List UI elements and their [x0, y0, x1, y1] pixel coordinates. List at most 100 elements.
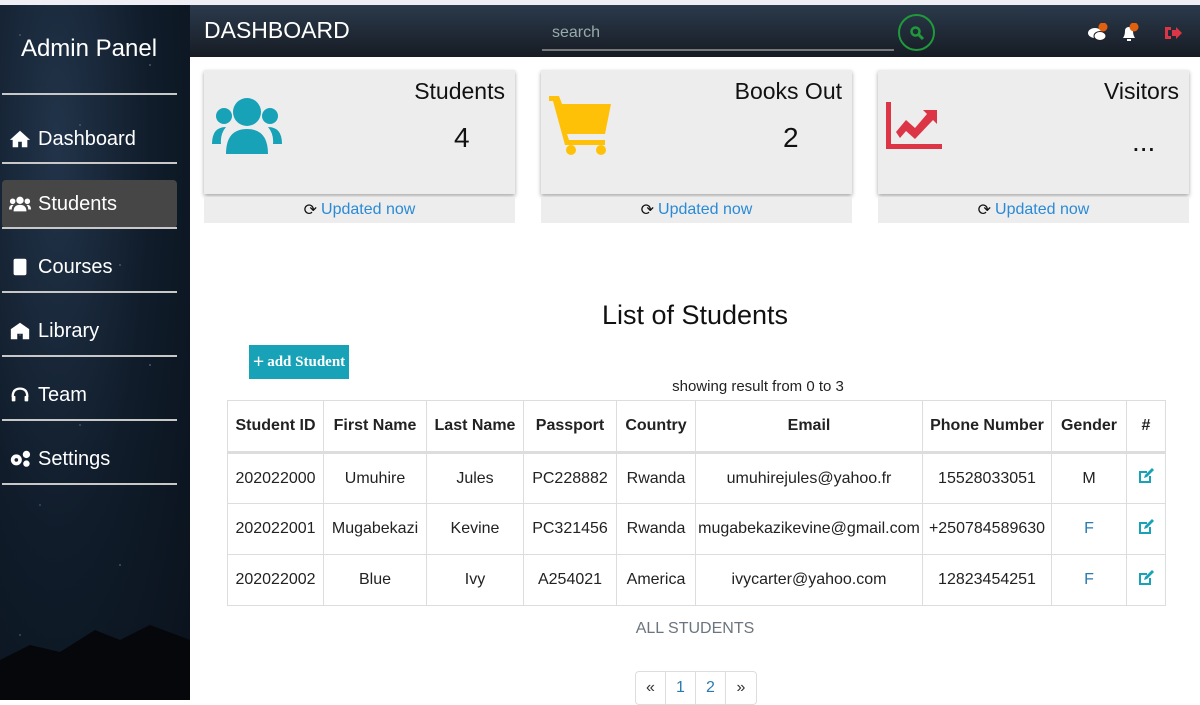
sidebar-item-label: Settings — [38, 447, 111, 470]
table-row: 202022000 Umuhire Jules PC228882 Rwanda umuhi… — [227, 452, 1166, 504]
updated-status[interactable]: ⟳ Updated now — [878, 197, 1189, 223]
users-icon — [9, 196, 31, 212]
card-value: 4 — [454, 122, 470, 153]
next-page-button[interactable]: » — [736, 679, 746, 696]
updated-status[interactable]: ⟳ Updated now — [204, 197, 515, 223]
cart-icon — [549, 96, 611, 155]
divider — [2, 227, 177, 229]
divider — [2, 355, 177, 357]
card-label: Books Out — [734, 78, 842, 104]
divider — [2, 291, 177, 293]
sidebar-item-label: Dashboard — [38, 127, 136, 150]
page-2-button[interactable]: 2 — [696, 672, 726, 704]
library-icon — [10, 322, 30, 340]
window-top-strip — [0, 0, 1200, 5]
page-1-button[interactable]: 1 — [666, 672, 696, 704]
refresh-icon: ⟳ — [640, 202, 655, 219]
divider — [2, 483, 177, 485]
sidebar-item-courses[interactable]: Courses — [2, 243, 177, 291]
column-header: Last Name — [426, 400, 524, 454]
divider — [2, 93, 177, 95]
edit-icon[interactable] — [1137, 569, 1155, 587]
column-header: First Name — [323, 400, 427, 454]
chart-line-icon — [886, 102, 942, 149]
starry-background — [0, 5, 190, 700]
cogs-icon — [10, 450, 31, 467]
cell-first-name: Blue — [323, 554, 427, 606]
search-icon — [909, 25, 924, 40]
column-header: Gender — [1051, 400, 1127, 454]
cell-student-id: 202022001 — [227, 503, 324, 555]
updated-status[interactable]: ⟳ Updated now — [541, 197, 852, 223]
cell-student-id: 202022000 — [227, 452, 324, 504]
cell-phone-number: 15528033051 — [922, 452, 1052, 504]
edit-cell — [1126, 554, 1166, 606]
edit-cell — [1126, 452, 1166, 504]
mountain-silhouette — [0, 625, 190, 700]
chat-icon[interactable] — [1087, 23, 1109, 43]
add-student-button[interactable]: + add Student — [249, 345, 349, 379]
sidebar: Admin Panel Dashboard Students Courses L… — [0, 5, 190, 700]
stat-card-students: Students 4 — [204, 70, 515, 194]
section-heading: List of Students — [601, 300, 789, 330]
home-icon — [9, 130, 31, 148]
updated-text: Updated now — [995, 201, 1090, 218]
cell-gender: M — [1051, 452, 1127, 504]
all-students-link[interactable]: ALL STUDENTS — [635, 620, 755, 637]
cell-first-name: Mugabekazi — [323, 503, 427, 555]
edit-cell — [1126, 503, 1166, 555]
sidebar-item-settings[interactable]: Settings — [2, 435, 177, 483]
logout-icon[interactable] — [1164, 25, 1182, 41]
cell-last-name: Kevine — [426, 503, 524, 555]
search-input[interactable] — [542, 17, 894, 51]
column-header: Email — [695, 400, 923, 454]
add-student-label: add Student — [267, 353, 346, 370]
cell-last-name: Ivy — [426, 554, 524, 606]
edit-icon[interactable] — [1137, 518, 1155, 536]
cell-email: umuhirejules@yahoo.fr — [695, 452, 923, 504]
cell-passport: PC321456 — [523, 503, 617, 555]
updated-text: Updated now — [321, 201, 416, 218]
column-header: Student ID — [227, 400, 324, 454]
cell-gender: F — [1051, 554, 1127, 606]
sidebar-item-label: Team — [38, 383, 87, 406]
sidebar-item-team[interactable]: Team — [2, 371, 177, 419]
cell-last-name: Jules — [426, 452, 524, 504]
edit-icon[interactable] — [1137, 467, 1155, 485]
sidebar-item-students[interactable]: Students — [2, 180, 177, 228]
cell-phone-number: +250784589630 — [922, 503, 1052, 555]
updated-text: Updated now — [658, 201, 753, 218]
plus-icon: + — [252, 350, 265, 373]
card-value: 2 — [783, 122, 799, 153]
bell-icon[interactable] — [1119, 23, 1139, 43]
top-bar: DASHBOARD — [190, 5, 1200, 57]
brand-title: Admin Panel — [20, 35, 158, 62]
cell-email: ivycarter@yahoo.com — [695, 554, 923, 606]
sidebar-item-label: Courses — [38, 255, 113, 278]
book-icon — [13, 258, 27, 276]
cell-country: Rwanda — [616, 452, 696, 504]
users-icon — [212, 98, 282, 154]
table-row: 202022001 Mugabekazi Kevine PC321456 Rwanda m… — [227, 503, 1166, 555]
cell-country: America — [616, 554, 696, 606]
table-row: 202022002 Blue Ivy A254021 America ivycarter@… — [227, 554, 1166, 606]
refresh-icon: ⟳ — [303, 202, 318, 219]
cell-student-id: 202022002 — [227, 554, 324, 606]
cell-gender: F — [1051, 503, 1127, 555]
divider — [2, 419, 177, 421]
sidebar-item-dashboard[interactable]: Dashboard — [2, 115, 177, 163]
prev-page-button[interactable]: « — [636, 672, 666, 704]
cell-email: mugabekazikevine@gmail.com — [695, 503, 923, 555]
card-value: ... — [1132, 126, 1156, 157]
headset-icon — [11, 387, 29, 402]
divider — [2, 162, 177, 164]
cell-passport: PC228882 — [523, 452, 617, 504]
sidebar-item-label: Library — [38, 319, 100, 342]
sidebar-item-library[interactable]: Library — [2, 307, 177, 355]
search-button[interactable] — [898, 14, 935, 51]
cell-phone-number: 12823454251 — [922, 554, 1052, 606]
sidebar-item-label: Students — [38, 192, 117, 215]
result-count: showing result from 0 to 3 — [672, 378, 844, 395]
card-label: Students — [414, 78, 505, 104]
column-header: Phone Number — [922, 400, 1052, 454]
